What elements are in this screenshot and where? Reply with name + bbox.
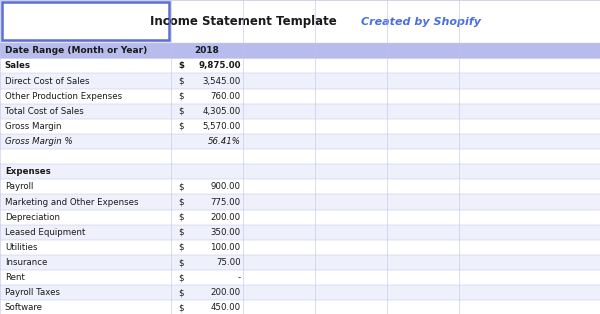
Text: $: $: [178, 258, 184, 267]
Bar: [0, 270, 600, 285]
Text: Direct Cost of Sales: Direct Cost of Sales: [5, 77, 89, 85]
Text: Date Range (Month or Year): Date Range (Month or Year): [5, 46, 147, 55]
Text: $: $: [178, 107, 184, 116]
Text: Expenses: Expenses: [5, 167, 50, 176]
Text: $: $: [178, 62, 184, 70]
Text: Sales: Sales: [5, 62, 31, 70]
Text: $: $: [178, 198, 184, 207]
Text: 2018: 2018: [194, 46, 220, 55]
Bar: [171, 0, 600, 43]
Text: Leased Equipment: Leased Equipment: [5, 228, 85, 237]
Text: Income Statement Template: Income Statement Template: [149, 15, 337, 28]
Bar: [0, 43, 600, 58]
Text: Depreciation: Depreciation: [5, 213, 60, 222]
Bar: [0, 179, 600, 194]
Text: Software: Software: [5, 303, 43, 312]
Text: 3,545.00: 3,545.00: [202, 77, 241, 85]
Text: $: $: [178, 273, 184, 282]
Text: $: $: [178, 243, 184, 252]
Text: Total Cost of Sales: Total Cost of Sales: [5, 107, 83, 116]
FancyBboxPatch shape: [2, 2, 169, 40]
Text: $: $: [178, 122, 184, 131]
Bar: [0, 194, 600, 209]
Text: 350.00: 350.00: [211, 228, 241, 237]
Bar: [0, 149, 600, 164]
Text: Payroll Taxes: Payroll Taxes: [5, 288, 60, 297]
Text: Marketing and Other Expenses: Marketing and Other Expenses: [5, 198, 139, 207]
Text: 100.00: 100.00: [211, 243, 241, 252]
Bar: [0, 73, 600, 89]
Text: 9,875.00: 9,875.00: [198, 62, 241, 70]
Text: 760.00: 760.00: [211, 92, 241, 101]
Text: Created by Shopify: Created by Shopify: [361, 17, 481, 27]
Text: Insurance: Insurance: [5, 258, 47, 267]
Text: $: $: [178, 92, 184, 101]
Bar: [0, 104, 600, 119]
Bar: [0, 89, 600, 104]
Text: Payroll: Payroll: [5, 182, 33, 192]
Bar: [0, 134, 600, 149]
Bar: [0, 255, 600, 270]
Text: $: $: [178, 77, 184, 85]
Text: $: $: [178, 213, 184, 222]
Text: Rent: Rent: [5, 273, 25, 282]
Text: $: $: [178, 228, 184, 237]
Text: Gross Margin: Gross Margin: [5, 122, 61, 131]
Text: Utilities: Utilities: [5, 243, 37, 252]
Text: 900.00: 900.00: [211, 182, 241, 192]
Bar: [0, 300, 600, 314]
Bar: [0, 119, 600, 134]
Text: 56.41%: 56.41%: [208, 137, 241, 146]
Bar: [0, 285, 600, 300]
Text: Gross Margin %: Gross Margin %: [5, 137, 73, 146]
Text: $: $: [178, 288, 184, 297]
Bar: [0, 225, 600, 240]
Text: $: $: [178, 182, 184, 192]
Text: $: $: [178, 303, 184, 312]
Text: 4,305.00: 4,305.00: [202, 107, 241, 116]
Text: 450.00: 450.00: [211, 303, 241, 312]
Text: 200.00: 200.00: [211, 213, 241, 222]
Text: Other Production Expenses: Other Production Expenses: [5, 92, 122, 101]
Text: 75.00: 75.00: [216, 258, 241, 267]
Bar: [0, 164, 600, 179]
Text: -: -: [238, 273, 241, 282]
Text: 5,570.00: 5,570.00: [202, 122, 241, 131]
Text: 775.00: 775.00: [211, 198, 241, 207]
Text: 200.00: 200.00: [211, 288, 241, 297]
Bar: [0, 209, 600, 225]
Bar: [0, 58, 600, 73]
Bar: [0, 240, 600, 255]
